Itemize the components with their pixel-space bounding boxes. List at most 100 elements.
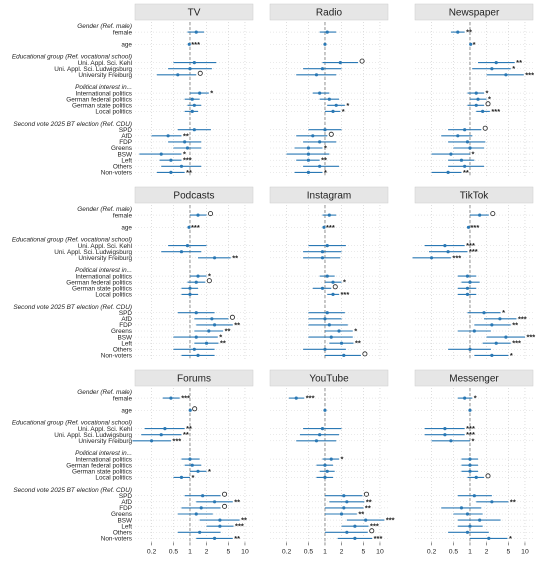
point-estimate bbox=[323, 347, 327, 351]
significance-stars: ** bbox=[186, 424, 192, 433]
row-label: AfD bbox=[121, 316, 132, 323]
significance-marker bbox=[362, 351, 368, 357]
significance-stars: *** bbox=[526, 333, 535, 342]
significance-stars: *** bbox=[469, 247, 478, 256]
panel-title: Messenger bbox=[449, 374, 499, 385]
point-estimate bbox=[188, 286, 192, 290]
significance-stars: *** bbox=[512, 339, 521, 348]
point-estimate bbox=[306, 146, 311, 150]
significance-marker bbox=[208, 211, 214, 217]
point-estimate bbox=[463, 396, 467, 400]
x-tick-label: 2 bbox=[485, 548, 489, 555]
point-estimate bbox=[342, 494, 346, 498]
significance-stars: ** bbox=[321, 156, 327, 165]
row-label: SPD bbox=[119, 310, 133, 317]
point-estimate bbox=[463, 128, 467, 132]
point-estimate bbox=[179, 164, 184, 168]
row-label: SPD bbox=[119, 127, 133, 134]
significance-stars: *** bbox=[374, 534, 383, 543]
point-estimate bbox=[323, 317, 327, 321]
row-label: BSW bbox=[117, 334, 133, 341]
panel-title: Newspaper bbox=[449, 8, 500, 19]
row-label: Left bbox=[121, 340, 132, 347]
row-label: AfD bbox=[121, 133, 132, 140]
row-label: Uni. Appl. Sci. Ludwigsburg bbox=[54, 66, 132, 73]
significance-stars: ** bbox=[463, 168, 469, 177]
significance-stars: ** bbox=[241, 516, 247, 525]
significance-stars: *** bbox=[452, 253, 461, 262]
point-estimate bbox=[194, 30, 198, 34]
point-estimate bbox=[487, 536, 491, 541]
significance-stars: ** bbox=[183, 430, 189, 439]
point-estimate bbox=[207, 329, 211, 333]
point-estimate bbox=[320, 250, 325, 254]
point-estimate bbox=[196, 469, 200, 473]
point-estimate bbox=[188, 292, 192, 296]
significance-stars: *** bbox=[183, 156, 192, 165]
significance-marker bbox=[369, 528, 375, 534]
row-group-header: Political interest in... bbox=[75, 267, 132, 274]
significance-stars: *** bbox=[370, 522, 379, 531]
significance-stars: ** bbox=[186, 168, 192, 177]
point-estimate bbox=[188, 67, 192, 71]
point-estimate bbox=[474, 91, 478, 95]
point-estimate bbox=[449, 152, 453, 156]
significance-stars: *** bbox=[471, 223, 480, 232]
row-label: Non-voters bbox=[101, 353, 132, 360]
point-estimate bbox=[331, 280, 335, 284]
row-label: German state politics bbox=[72, 469, 132, 476]
row-label: Left bbox=[121, 523, 132, 530]
row-group-header: Gender (Ref. male) bbox=[77, 23, 132, 30]
row-label: age bbox=[121, 408, 132, 415]
point-estimate bbox=[322, 225, 326, 229]
point-estimate bbox=[459, 506, 464, 510]
significance-stars: * bbox=[473, 40, 476, 49]
x-tick-label: 0.5 bbox=[449, 548, 459, 555]
significance-stars: * bbox=[502, 308, 505, 317]
row-label: Non-voters bbox=[101, 170, 132, 177]
row-label: University Freiburg bbox=[78, 255, 132, 262]
point-estimate bbox=[468, 280, 472, 284]
point-estimate bbox=[490, 353, 494, 357]
x-tick-label: 10 bbox=[241, 548, 249, 555]
point-estimate bbox=[468, 524, 472, 528]
point-estimate bbox=[339, 341, 344, 345]
point-estimate bbox=[212, 323, 217, 327]
significance-marker bbox=[222, 503, 228, 509]
row-label: German state politics bbox=[72, 103, 132, 110]
row-label: Others bbox=[113, 164, 132, 171]
significance-stars: *** bbox=[181, 394, 190, 403]
panel-title: Forums bbox=[177, 374, 211, 385]
row-label: Uni. Appl. Sci. Kehl bbox=[78, 426, 132, 433]
point-estimate bbox=[468, 408, 472, 412]
significance-marker bbox=[363, 491, 369, 497]
point-estimate bbox=[353, 536, 357, 541]
significance-stars: *** bbox=[235, 522, 244, 531]
point-estimate bbox=[185, 244, 190, 248]
row-group-header: Educational group (Ref. vocational schoo… bbox=[12, 237, 132, 244]
significance-stars: ** bbox=[355, 339, 361, 348]
point-estimate bbox=[443, 244, 447, 248]
point-estimate bbox=[159, 152, 163, 156]
row-label: FDP bbox=[119, 505, 132, 512]
significance-stars: ** bbox=[232, 253, 238, 262]
point-estimate bbox=[179, 475, 184, 479]
row-label: BSW bbox=[117, 151, 133, 158]
point-estimate bbox=[318, 433, 322, 437]
significance-stars: * bbox=[210, 89, 213, 98]
point-estimate bbox=[342, 506, 346, 510]
significance-stars: * bbox=[354, 327, 357, 336]
significance-stars: *** bbox=[518, 314, 527, 323]
row-label: FDP bbox=[119, 139, 132, 146]
point-estimate bbox=[429, 256, 434, 260]
significance-stars: * bbox=[324, 168, 327, 177]
point-estimate bbox=[465, 530, 470, 534]
point-estimate bbox=[204, 341, 209, 345]
row-label: AfD bbox=[121, 499, 132, 506]
panel-title-strip bbox=[269, 186, 389, 204]
point-estimate bbox=[327, 323, 331, 327]
point-estimate bbox=[334, 103, 338, 107]
point-estimate bbox=[212, 500, 217, 504]
significance-stars: ** bbox=[225, 327, 231, 336]
